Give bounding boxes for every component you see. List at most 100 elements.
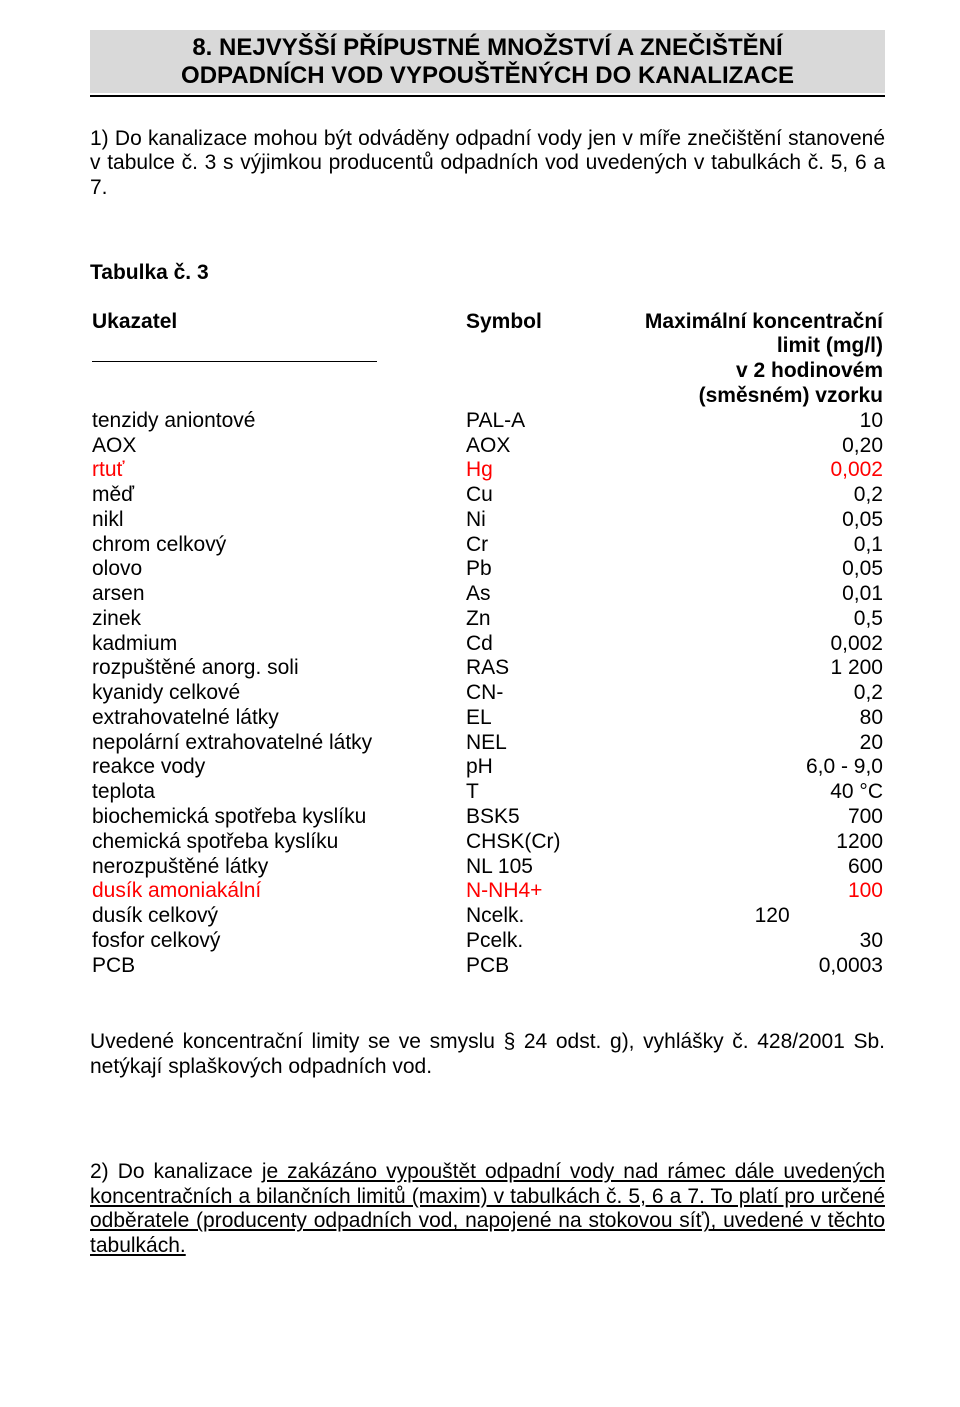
cell-symbol: AOX [464, 434, 623, 459]
cell-symbol: Hg [464, 458, 623, 483]
th-limit-sub: v 2 hodinovém (směsném) vzorku [623, 359, 885, 409]
cell-name: dusík amoniakální [90, 879, 464, 904]
cell-name: biochemická spotřeba kyslíku [90, 805, 464, 830]
table-row: teplotaT 40 °C [90, 780, 885, 805]
header-underline [92, 361, 377, 362]
cell-value: 1200 [623, 830, 885, 855]
table-row: olovoPb0,05 [90, 557, 885, 582]
cell-name: chemická spotřeba kyslíku [90, 830, 464, 855]
para2-lead: 2) Do kanalizace [90, 1160, 262, 1183]
cell-symbol: Pb [464, 557, 623, 582]
cell-value: 100 [623, 879, 885, 904]
cell-symbol: Ncelk. [464, 904, 623, 929]
cell-name: zinek [90, 607, 464, 632]
header-rule-cell [90, 359, 623, 409]
cell-value: 0,1 [623, 533, 885, 558]
footnote-paragraph: Uvedené koncentrační limity se ve smyslu… [90, 1030, 885, 1080]
table-row: zinekZn0,5 [90, 607, 885, 632]
table-row: biochemická spotřeba kyslíkuBSK5700 [90, 805, 885, 830]
cell-name: rtuť [90, 458, 464, 483]
section-heading: 8. NEJVYŠŠÍ PŘÍPUSTNÉ MNOŽSTVÍ A ZNEČIŠT… [90, 30, 885, 93]
paragraph-1: 1) Do kanalizace mohou být odváděny odpa… [90, 127, 885, 201]
table-row: dusík celkovýNcelk.120 [90, 904, 885, 929]
cell-name: reakce vody [90, 755, 464, 780]
table-row: chemická spotřeba kyslíkuCHSK(Cr)1200 [90, 830, 885, 855]
cell-name: teplota [90, 780, 464, 805]
cell-value: 600 [623, 855, 885, 880]
cell-symbol: Cr [464, 533, 623, 558]
cell-name: měď [90, 483, 464, 508]
cell-name: extrahovatelné látky [90, 706, 464, 731]
cell-name: dusík celkový [90, 904, 464, 929]
cell-name: olovo [90, 557, 464, 582]
cell-symbol: T [464, 780, 623, 805]
cell-value: 700 [623, 805, 885, 830]
table-row: kadmiumCd0,002 [90, 632, 885, 657]
cell-symbol: CN- [464, 681, 623, 706]
cell-value: 0,01 [623, 582, 885, 607]
cell-name: nepolární extrahovatelné látky [90, 731, 464, 756]
th-ukazatel: Ukazatel [90, 310, 464, 360]
cell-symbol: N-NH4+ [464, 879, 623, 904]
cell-symbol: EL [464, 706, 623, 731]
table-row: PCBPCB 0,0003 [90, 954, 885, 979]
table-row: nerozpuštěné látkyNL 105600 [90, 855, 885, 880]
table-header-row: Ukazatel Symbol Maximální koncentrační l… [90, 310, 885, 360]
cell-symbol: Cu [464, 483, 623, 508]
cell-name: kadmium [90, 632, 464, 657]
cell-symbol: Cd [464, 632, 623, 657]
data-table: Ukazatel Symbol Maximální koncentrační l… [90, 310, 885, 979]
cell-name: fosfor celkový [90, 929, 464, 954]
table-row: kyanidy celkovéCN-0,2 [90, 681, 885, 706]
table-row: měďCu0,2 [90, 483, 885, 508]
cell-value: 0,05 [623, 557, 885, 582]
cell-value: 0,002 [623, 458, 885, 483]
paragraph-2: 2) Do kanalizace je zakázáno vypouštět o… [90, 1160, 885, 1259]
table-row: arsenAs0,01 [90, 582, 885, 607]
heading-underline [90, 95, 885, 97]
cell-symbol: NEL [464, 731, 623, 756]
cell-value: 80 [623, 706, 885, 731]
cell-value: 20 [623, 731, 885, 756]
cell-value: 0,5 [623, 607, 885, 632]
cell-value: 30 [623, 929, 885, 954]
cell-symbol: CHSK(Cr) [464, 830, 623, 855]
footnote-text: Uvedené koncentrační limity se ve smyslu… [90, 1030, 885, 1078]
table-row: dusík amoniakálníN-NH4+100 [90, 879, 885, 904]
cell-value: 0,0003 [623, 954, 885, 979]
cell-value: 10 [623, 409, 885, 434]
cell-name: tenzidy aniontové [90, 409, 464, 434]
document-page: 8. NEJVYŠŠÍ PŘÍPUSTNÉ MNOŽSTVÍ A ZNEČIŠT… [0, 0, 960, 1407]
cell-symbol: Zn [464, 607, 623, 632]
cell-value: 6,0 - 9,0 [623, 755, 885, 780]
cell-name: nerozpuštěné látky [90, 855, 464, 880]
cell-symbol: Ni [464, 508, 623, 533]
cell-name: chrom celkový [90, 533, 464, 558]
table-row: nepolární extrahovatelné látkyNEL20 [90, 731, 885, 756]
table-row: tenzidy aniontovéPAL-A10 [90, 409, 885, 434]
cell-value: 0,2 [623, 483, 885, 508]
table-row: niklNi0,05 [90, 508, 885, 533]
table-label: Tabulka č. 3 [90, 261, 885, 286]
cell-value: 120 [623, 904, 885, 929]
th-limit: Maximální koncentrační limit (mg/l) [623, 310, 885, 360]
cell-name: nikl [90, 508, 464, 533]
cell-value: 1 200 [623, 656, 885, 681]
table-row: extrahovatelné látkyEL80 [90, 706, 885, 731]
cell-symbol: Pcelk. [464, 929, 623, 954]
cell-value: 0,20 [623, 434, 885, 459]
cell-symbol: PCB [464, 954, 623, 979]
cell-name: PCB [90, 954, 464, 979]
cell-symbol: pH [464, 755, 623, 780]
table-body: tenzidy aniontovéPAL-A10AOXAOX0,20rtuťHg… [90, 409, 885, 979]
table-row: reakce vodypH6,0 - 9,0 [90, 755, 885, 780]
cell-symbol: BSK5 [464, 805, 623, 830]
table-row: rozpuštěné anorg. soliRAS1 200 [90, 656, 885, 681]
cell-name: AOX [90, 434, 464, 459]
table-row: AOXAOX0,20 [90, 434, 885, 459]
cell-symbol: As [464, 582, 623, 607]
cell-value: 0,002 [623, 632, 885, 657]
cell-value: 0,2 [623, 681, 885, 706]
table-row: fosfor celkovýPcelk.30 [90, 929, 885, 954]
cell-value: 40 °C [623, 780, 885, 805]
